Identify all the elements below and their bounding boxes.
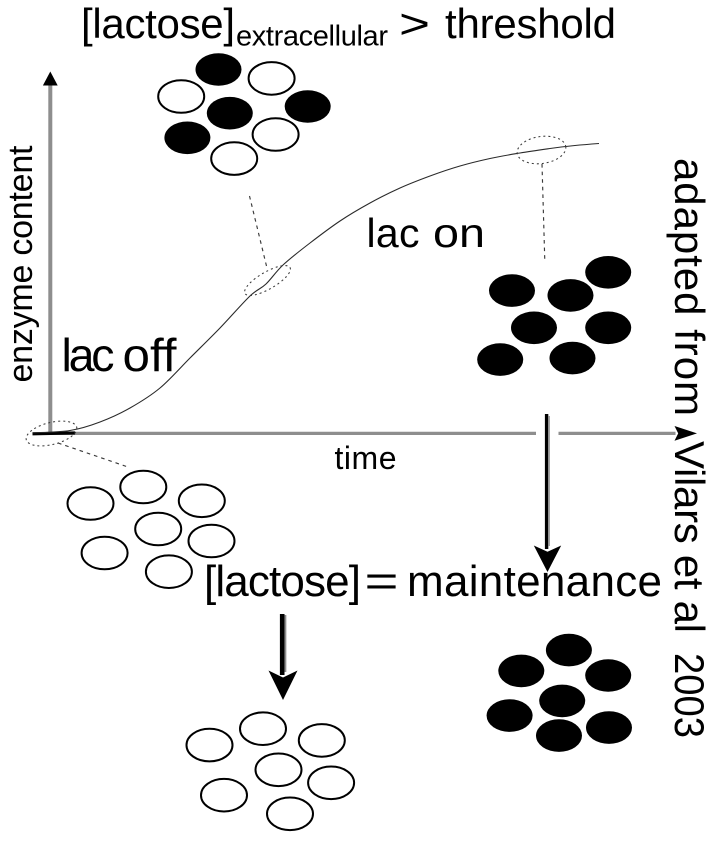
svg-text:on: on [433, 210, 485, 256]
svg-text:lac: lac [62, 329, 115, 381]
svg-text:2003: 2003 [666, 653, 711, 738]
svg-text:>: > [399, 0, 430, 47]
svg-text:=: = [365, 557, 399, 606]
svg-text:time: time [335, 440, 397, 476]
svg-text:maintenance: maintenance [407, 557, 662, 606]
svg-text:Vilars et al: Vilars et al [666, 441, 711, 633]
svg-text:[lactose]: [lactose] [81, 0, 235, 47]
svg-text:enzyme content: enzyme content [2, 145, 40, 383]
svg-text:adapted from: adapted from [666, 158, 711, 416]
svg-text:threshold: threshold [445, 0, 616, 47]
svg-text:[lactose]: [lactose] [204, 557, 361, 606]
svg-text:extracellular: extracellular [236, 21, 388, 53]
svg-text:lac: lac [367, 210, 420, 256]
svg-text:off: off [123, 329, 177, 381]
